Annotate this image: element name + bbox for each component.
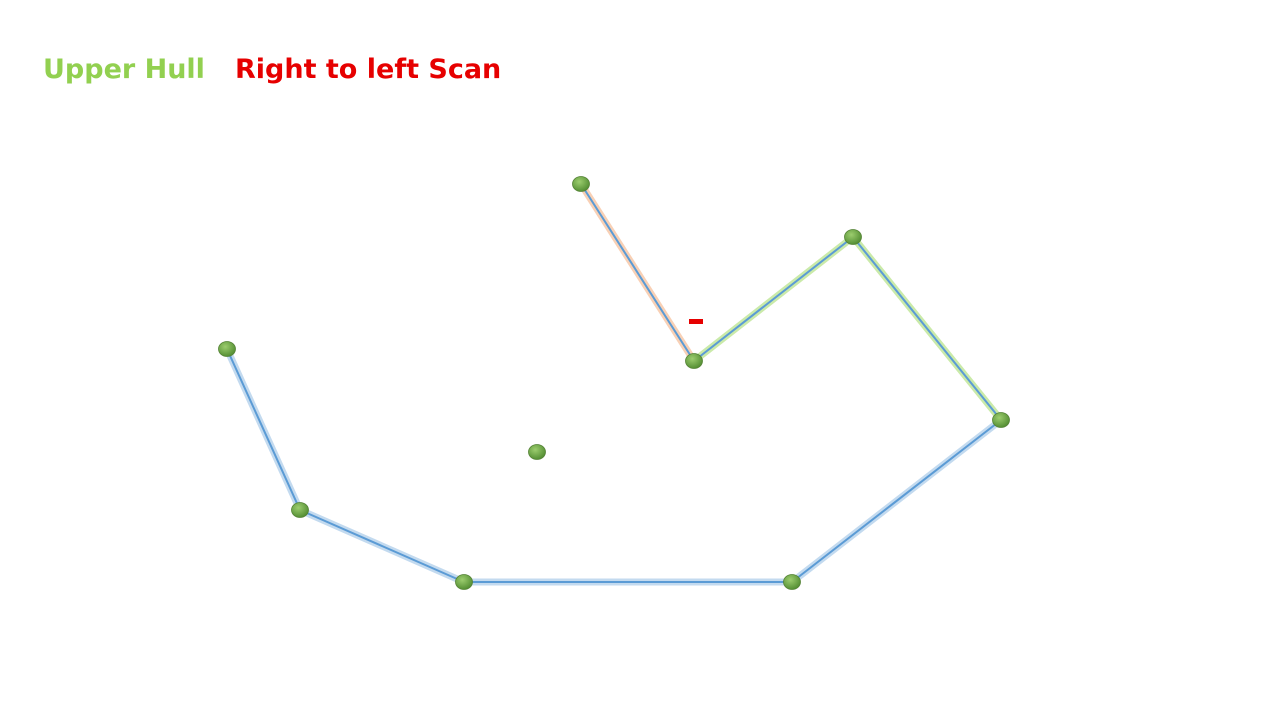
point-p9 [992,412,1010,428]
point-p2 [291,502,309,518]
point-p8 [844,229,862,245]
scan-direction-label: Right to left Scan [235,54,502,85]
point-p6 [685,353,703,369]
point-p5 [572,176,590,192]
edge-e1 [226,348,301,511]
point-p1 [218,341,236,357]
point-p7 [783,574,801,590]
edge-e7 [580,183,695,362]
edge-e4 [791,419,1002,583]
points-layer [218,176,1010,590]
edge-e6 [693,236,854,362]
edge-e5 [852,236,1002,421]
edges-layer [223,180,1005,586]
edge-e2 [299,509,465,583]
negative-turn-marker [689,319,703,324]
point-p4 [528,444,546,460]
point-p3 [455,574,473,590]
upper-hull-label: Upper Hull [43,54,205,85]
